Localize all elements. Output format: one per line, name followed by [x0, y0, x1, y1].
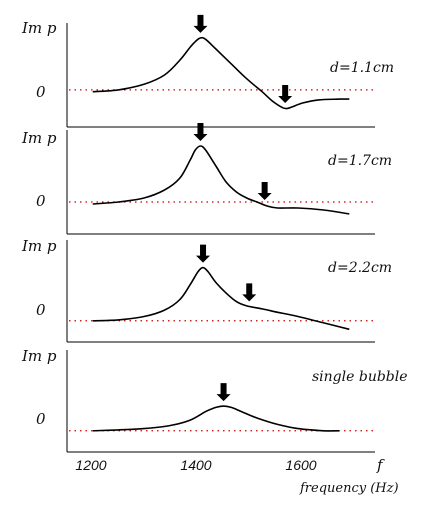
panel-3-ylabel: Im p — [21, 237, 57, 255]
panel-4-series-line — [92, 405, 340, 432]
panel-2-arrow-1 — [193, 123, 208, 141]
panel-1-series-line — [92, 36, 350, 110]
panel-3-arrow-2 — [242, 283, 257, 302]
panel-4-arrow-1 — [216, 383, 231, 402]
panel-3-zero-label: 0 — [36, 301, 46, 319]
panel-4: Im p 0 single bubble — [21, 347, 408, 453]
panel-3: Im p 0 d=2.2cm — [21, 237, 392, 343]
x-tick-label-1200: 1200 — [75, 457, 106, 473]
panel-4-annotation: single bubble — [312, 369, 408, 385]
panel-2-arrow-2 — [257, 182, 272, 200]
panel-1-ylabel: Im p — [21, 19, 57, 37]
panel-2: Im p 0 d=1.7cm — [21, 129, 392, 235]
panel-4-zero-label: 0 — [36, 410, 46, 428]
panel-3-series-line — [92, 266, 350, 331]
panel-3-annotation: d=2.2cm — [328, 260, 392, 276]
x-axis-symbol: f — [376, 456, 385, 474]
panel-2-ylabel: Im p — [21, 129, 57, 147]
panel-4-ylabel: Im p — [21, 347, 57, 365]
panel-1-arrow-1 — [193, 14, 208, 33]
panel-1-arrow-2 — [278, 85, 293, 104]
panel-1-zero-label: 0 — [36, 83, 46, 101]
panel-2-series-line — [92, 145, 350, 215]
panel-1: Im p 0 d=1.1cm — [21, 19, 394, 128]
panel-2-zero-label: 0 — [36, 192, 46, 210]
panel-3-arrow-1 — [196, 244, 211, 263]
x-tick-label-1600: 1600 — [285, 457, 316, 473]
panel-2-annotation: d=1.7cm — [328, 153, 392, 169]
x-axis-label: frequency (Hz) — [299, 481, 399, 496]
panel-1-annotation: d=1.1cm — [330, 60, 394, 76]
x-tick-label-1400: 1400 — [180, 457, 211, 473]
